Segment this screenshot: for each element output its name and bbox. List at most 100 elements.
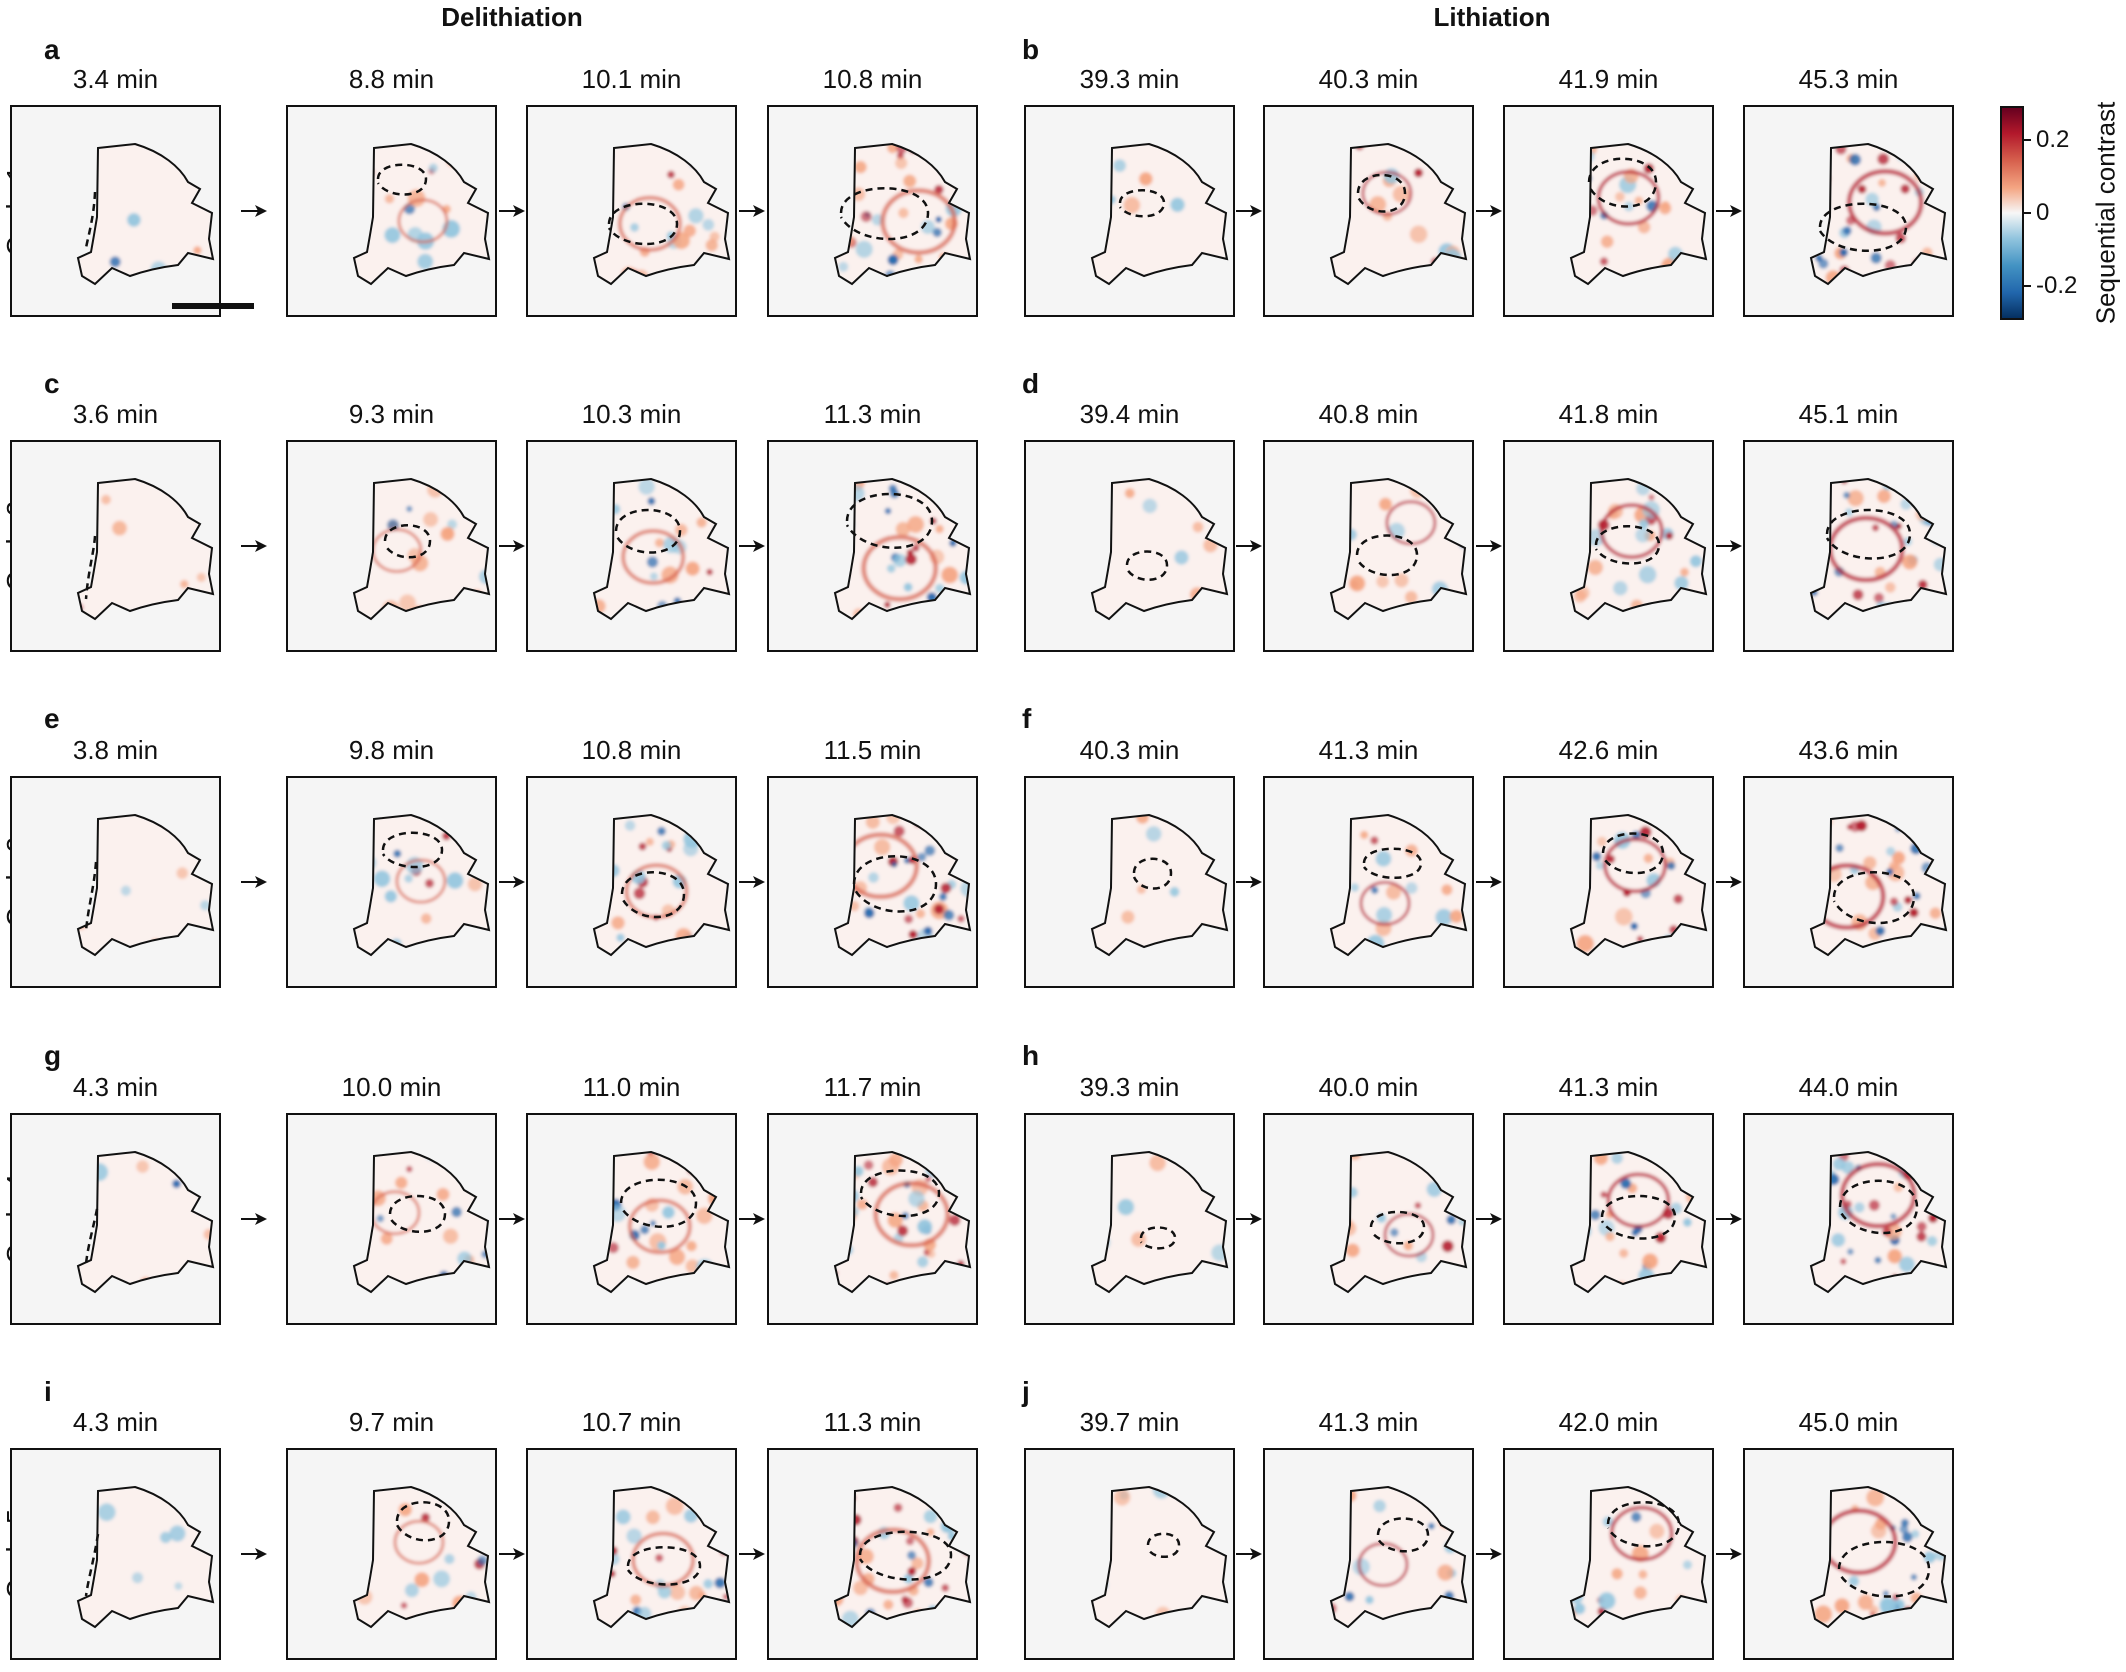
contrast-map (1569, 1485, 1708, 1629)
phase-boundary (607, 202, 679, 246)
image-panel (1263, 440, 1474, 652)
image-panel (526, 105, 737, 317)
contrast-map (592, 813, 731, 957)
sequence-arrow (1475, 540, 1502, 552)
phase-boundary (1606, 1501, 1681, 1548)
sequence-arrow (1236, 540, 1262, 552)
contrast-map (1090, 142, 1229, 286)
time-label: 41.3 min (1318, 1407, 1419, 1437)
sequence-arrow (1475, 876, 1502, 888)
time-label: 41.3 min (1558, 1072, 1659, 1102)
phase-boundary (1838, 1179, 1919, 1235)
sequence-arrow (1236, 1213, 1262, 1225)
phase-boundary (1146, 1532, 1181, 1558)
time-label: 11.5 min (823, 735, 922, 765)
header-lithiation: Lithiation (1433, 2, 1551, 32)
image-panel (10, 776, 221, 988)
time-label: 10.0 min (341, 1072, 442, 1102)
contrast-map (1090, 1485, 1229, 1629)
time-label: 44.0 min (1798, 1072, 1899, 1102)
time-label: 11.3 min (823, 1407, 922, 1437)
sequence-arrow (498, 205, 525, 217)
contrast-map (833, 477, 972, 621)
phase-boundary (1825, 508, 1912, 560)
panel-letter: g (44, 1040, 62, 1071)
contrast-map (833, 813, 972, 957)
image-panel (10, 1448, 221, 1660)
phase-boundary (1362, 847, 1423, 879)
image-panel (526, 776, 737, 988)
panel-letter: h (1022, 1040, 1040, 1071)
image-panel (1743, 1448, 1954, 1660)
image-panel (286, 105, 497, 317)
phase-boundary (84, 1533, 100, 1597)
sequence-arrow (739, 1213, 765, 1225)
sequence-arrow (739, 1548, 765, 1560)
time-label: 40.8 min (1318, 399, 1419, 429)
contrast-map (833, 142, 972, 286)
time-label: 41.3 min (1318, 735, 1419, 765)
time-label: 4.3 min (72, 1407, 159, 1437)
panel-letter: j (1022, 1376, 1030, 1407)
time-label: 11.0 min (582, 1072, 681, 1102)
contrast-map (1569, 477, 1708, 621)
contrast-map (1809, 1485, 1948, 1629)
sequence-arrow (1475, 1548, 1502, 1560)
phase-boundary (852, 855, 938, 913)
image-panel (767, 105, 978, 317)
contrast-map (1809, 1150, 1948, 1294)
time-label: 41.8 min (1558, 399, 1659, 429)
time-label: 39.4 min (1079, 399, 1180, 429)
sequence-arrow (1715, 876, 1742, 888)
sequence-arrow (1715, 540, 1742, 552)
time-label: 40.0 min (1318, 1072, 1419, 1102)
time-label: 11.3 min (823, 399, 922, 429)
time-label: 40.3 min (1318, 64, 1419, 94)
time-label: 9.8 min (348, 735, 435, 765)
contrast-map (1569, 813, 1708, 957)
contrast-map (1329, 1485, 1468, 1629)
sequence-arrow (1715, 205, 1742, 217)
time-label: 8.8 min (348, 64, 435, 94)
phase-boundary (1594, 525, 1661, 565)
time-label: 9.7 min (348, 1407, 435, 1437)
colorbar-tick (2024, 212, 2031, 214)
contrast-map (1329, 813, 1468, 957)
contrast-map (1090, 477, 1229, 621)
phase-boundary (1125, 550, 1169, 582)
contrast-map (833, 1485, 972, 1629)
phase-boundary (84, 191, 97, 249)
contrast-map (352, 1150, 491, 1294)
colorbar-tick (2024, 285, 2031, 287)
sequence-arrow (498, 876, 525, 888)
time-label: 10.7 min (581, 1407, 682, 1437)
contrast-map (1569, 142, 1708, 286)
sequence-arrow (240, 1213, 267, 1225)
contrast-map (592, 477, 731, 621)
contrast-map (76, 1150, 215, 1294)
header-delithiation: Delithiation (441, 2, 583, 32)
contrast-map (76, 1485, 215, 1629)
time-label: 10.8 min (581, 735, 682, 765)
contrast-map (1809, 142, 1948, 286)
image-panel (1503, 1448, 1714, 1660)
panel-letter: a (44, 34, 60, 65)
contrast-map (352, 142, 491, 286)
phase-boundary (1356, 173, 1407, 213)
panel-letter: f (1022, 703, 1032, 734)
scale-bar (172, 303, 254, 309)
image-panel (1743, 1113, 1954, 1325)
contrast-map (592, 1150, 731, 1294)
phase-boundary (620, 871, 686, 919)
contrast-map (1090, 813, 1229, 957)
sequence-arrow (739, 540, 765, 552)
sequence-arrow (1236, 205, 1262, 217)
sequence-arrow (498, 1213, 525, 1225)
sequence-arrow (240, 540, 267, 552)
time-label: 45.0 min (1798, 1407, 1899, 1437)
phase-boundary (845, 492, 934, 549)
time-label: 4.3 min (72, 1072, 159, 1102)
image-panel (1263, 1448, 1474, 1660)
contrast-map (1329, 1150, 1468, 1294)
time-label: 10.8 min (822, 64, 923, 94)
